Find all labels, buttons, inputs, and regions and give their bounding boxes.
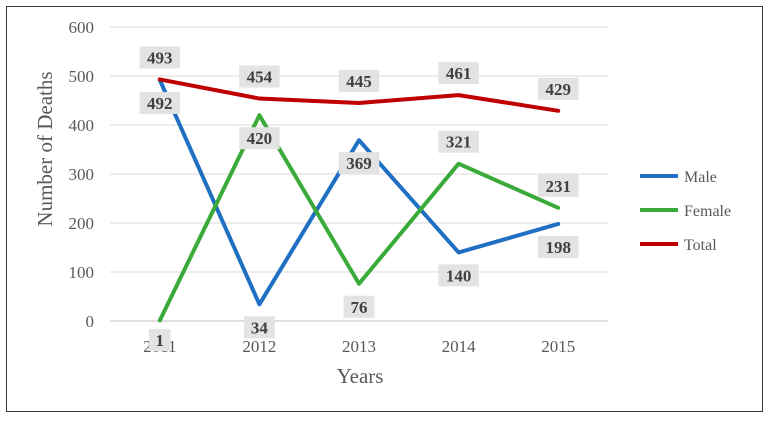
data-label-male-2013: 369 <box>338 152 380 175</box>
data-label-box <box>243 316 275 339</box>
data-label-text: 321 <box>446 133 472 152</box>
data-label-text: 454 <box>247 68 273 87</box>
data-label-male-2014: 140 <box>438 264 479 287</box>
legend-item-total: Total <box>640 237 717 254</box>
legend: Male Female Total <box>640 169 731 254</box>
data-label-female-2014: 321 <box>438 130 479 153</box>
x-tick-label: 2014 <box>442 337 477 356</box>
x-axis-ticks: 20112012201320142015 <box>143 337 575 356</box>
data-label-box <box>438 264 479 287</box>
y-tick-label: 400 <box>69 116 95 135</box>
chart-frame <box>6 6 763 412</box>
series-lines <box>157 77 561 323</box>
y-tick-label: 0 <box>86 312 95 331</box>
data-label-female-2013: 76 <box>343 295 375 318</box>
data-label-total-2014: 461 <box>438 62 479 85</box>
series-line-female <box>157 113 561 323</box>
data-labels: 492 34 369 140 198 1 420 76 321 231 493 454 445 461 42… <box>139 46 579 351</box>
data-label-box <box>139 46 181 69</box>
data-label-box <box>149 329 171 351</box>
data-label-total-2015: 429 <box>537 77 579 100</box>
series-line-male <box>157 77 561 307</box>
data-label-box <box>343 295 375 318</box>
legend-item-male: Male <box>640 169 717 186</box>
y-axis-ticks: 0 100 200 300 400 500 600 <box>69 18 95 331</box>
data-label-text: 76 <box>351 298 368 317</box>
y-tick-label: 300 <box>69 165 95 184</box>
data-label-box <box>537 174 579 197</box>
data-label-female-2015: 231 <box>537 174 579 197</box>
data-label-total-2012: 454 <box>239 65 280 88</box>
data-label-text: 369 <box>346 154 372 173</box>
y-axis-title: Number of Deaths <box>33 71 57 226</box>
x-tick-label: 2012 <box>242 337 276 356</box>
x-tick-label: 2015 <box>541 337 575 356</box>
data-label-text: 34 <box>251 318 269 337</box>
data-label-box <box>537 235 579 258</box>
data-label-box <box>438 130 479 153</box>
data-label-box <box>239 127 280 150</box>
data-label-female-2011: 1 <box>149 329 171 351</box>
data-label-male-2011: 492 <box>139 91 181 114</box>
data-label-text: 461 <box>446 64 472 83</box>
data-label-text: 492 <box>147 94 173 113</box>
data-label-box <box>338 69 380 92</box>
data-label-text: 231 <box>545 177 571 196</box>
series-line-total <box>157 77 561 113</box>
legend-label: Male <box>684 169 717 186</box>
y-tick-label: 200 <box>69 214 95 233</box>
data-label-female-2012: 420 <box>239 127 280 150</box>
legend-item-female: Female <box>640 203 731 220</box>
data-label-text: 493 <box>147 48 173 67</box>
y-tick-label: 600 <box>69 18 95 37</box>
data-label-text: 445 <box>346 72 372 91</box>
data-label-box <box>239 65 280 88</box>
data-label-box <box>537 77 579 100</box>
x-tick-label: 2013 <box>342 337 376 356</box>
data-label-total-2011: 493 <box>139 46 181 69</box>
x-axis-title: Years <box>337 364 384 388</box>
data-label-text: 198 <box>545 238 571 257</box>
y-tick-label: 500 <box>69 67 95 86</box>
data-label-male-2015: 198 <box>537 235 579 258</box>
data-label-text: 420 <box>247 129 273 148</box>
data-label-text: 140 <box>446 266 472 285</box>
data-label-total-2013: 445 <box>338 69 380 92</box>
y-tick-label: 100 <box>69 263 95 282</box>
data-label-box <box>139 91 181 114</box>
legend-label: Female <box>684 203 731 220</box>
data-label-box <box>338 152 380 175</box>
data-label-box <box>438 62 479 85</box>
legend-label: Total <box>684 237 717 254</box>
data-label-text: 1 <box>156 331 165 350</box>
data-label-male-2012: 34 <box>243 316 275 339</box>
data-label-text: 429 <box>545 80 571 99</box>
